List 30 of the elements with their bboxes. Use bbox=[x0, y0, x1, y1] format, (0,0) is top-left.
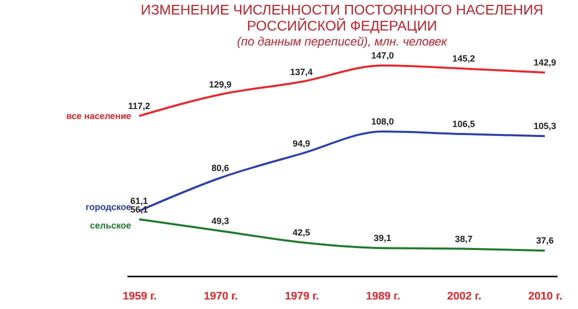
data-label: 56,1 bbox=[130, 204, 148, 214]
data-label: 105,3 bbox=[534, 121, 556, 132]
x-tick-label: 1989 г. bbox=[366, 290, 400, 302]
series-label: все население bbox=[66, 110, 132, 121]
data-label: 38,7 bbox=[454, 234, 472, 244]
data-label: 61,1 bbox=[130, 196, 148, 206]
x-tick-label: 2002 г. bbox=[447, 290, 482, 302]
series-label: городское bbox=[86, 202, 132, 212]
series-label: сельское bbox=[90, 220, 132, 230]
data-label: 80,6 bbox=[212, 162, 230, 173]
data-label: 42,5 bbox=[292, 227, 310, 238]
chart-subtitle: (по данным переписей), млн. человек bbox=[237, 34, 448, 49]
x-tick-label: 1979 г. bbox=[284, 290, 319, 302]
text: РОССИЙСКОЙ ФЕДЕРАЦИИ bbox=[246, 18, 438, 34]
x-tick-label: 1970 г. bbox=[204, 290, 238, 302]
data-label: 94,9 bbox=[292, 138, 310, 149]
data-label: 49,3 bbox=[212, 216, 230, 226]
x-tick-label: 2010 г. bbox=[528, 290, 562, 302]
data-label: 39,1 bbox=[374, 233, 392, 244]
data-label: 147,0 bbox=[371, 50, 394, 61]
data-label: 117,2 bbox=[128, 100, 150, 111]
data-label: 37,6 bbox=[536, 236, 554, 246]
text: ИЗМЕНЕНИЕ ЧИСЛЕННОСТИ ПОСТОЯННОГО НАСЕЛЕНИЯ bbox=[140, 2, 544, 18]
data-label: 129,9 bbox=[209, 79, 232, 90]
data-label: 142,9 bbox=[534, 57, 556, 68]
data-label: 137,4 bbox=[290, 66, 313, 77]
data-label: 108,0 bbox=[371, 116, 394, 127]
x-tick-label: 1959 г. bbox=[122, 290, 157, 302]
data-label: 145,2 bbox=[452, 54, 475, 64]
data-label: 106,5 bbox=[452, 119, 475, 130]
